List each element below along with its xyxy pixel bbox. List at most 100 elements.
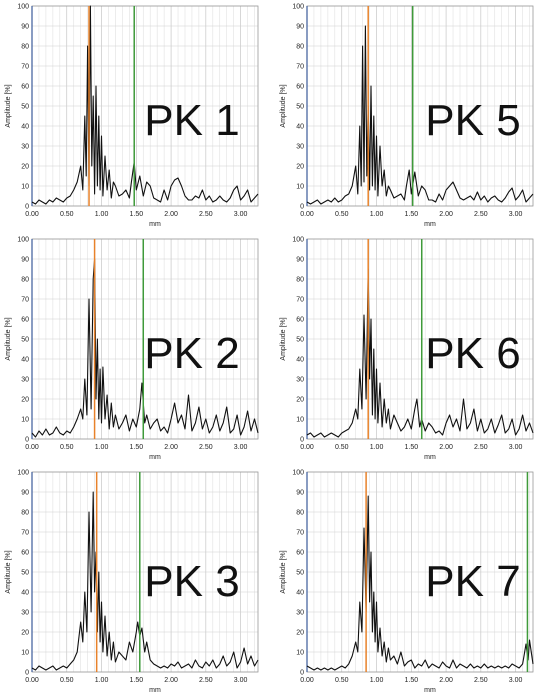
x-tick-label: 2.50 xyxy=(474,444,488,451)
y-tick-label: 0 xyxy=(25,670,29,677)
y-axis-label: Amplitude [%] xyxy=(280,550,287,593)
x-tick-label: 2.00 xyxy=(164,211,178,218)
y-tick-label: 50 xyxy=(21,337,29,344)
y-tick-label: 90 xyxy=(21,24,29,31)
y-tick-label: 40 xyxy=(21,590,29,597)
y-tick-label: 20 xyxy=(296,164,304,171)
x-tick-label: 3.00 xyxy=(509,677,523,684)
x-tick-label: 0.50 xyxy=(335,677,349,684)
y-tick-label: 20 xyxy=(21,630,29,637)
y-tick-label: 50 xyxy=(21,570,29,577)
y-tick-label: 10 xyxy=(21,417,29,424)
x-tick-label: 1.00 xyxy=(95,677,109,684)
y-tick-label: 70 xyxy=(296,530,304,537)
x-tick-label: 0.50 xyxy=(60,444,74,451)
chart-svg: 0 10 20 30 40 50 60 70 80 90 100 0.00 0.50 1.00 1.50 2.… xyxy=(5,237,259,461)
x-tick-label: 0.00 xyxy=(300,211,314,218)
y-tick-label: 0 xyxy=(25,437,29,444)
x-tick-label: 0.50 xyxy=(335,444,349,451)
x-tick-label: 0.50 xyxy=(60,677,74,684)
y-tick-label: 70 xyxy=(296,297,304,304)
y-tick-label: 20 xyxy=(296,630,304,637)
y-tick-label: 10 xyxy=(296,650,304,657)
x-axis-label: mm xyxy=(424,221,436,228)
panel-label: PK 2 xyxy=(144,329,239,378)
y-axis-label: Amplitude [%] xyxy=(280,84,287,127)
panel-label: PK 1 xyxy=(144,96,239,145)
y-tick-label: 50 xyxy=(296,337,304,344)
x-tick-label: 1.00 xyxy=(370,211,384,218)
y-tick-label: 30 xyxy=(21,377,29,384)
y-axis-label: Amplitude [%] xyxy=(280,317,287,360)
y-tick-label: 10 xyxy=(296,184,304,191)
panel-label: PK 3 xyxy=(144,557,239,606)
chart-panel-5: 0 10 20 30 40 50 60 70 80 90 100 0.00 0.50 1.00 1.50 2.… xyxy=(0,466,275,699)
y-tick-label: 20 xyxy=(21,164,29,171)
y-tick-label: 50 xyxy=(296,570,304,577)
series-line xyxy=(31,5,259,205)
y-tick-label: 80 xyxy=(296,44,304,51)
y-tick-label: 20 xyxy=(21,397,29,404)
y-axis-label: Amplitude [%] xyxy=(5,317,12,360)
y-tick-label: 40 xyxy=(21,124,29,131)
y-tick-label: 80 xyxy=(21,510,29,517)
y-tick-label: 40 xyxy=(296,590,304,597)
x-tick-label: 2.00 xyxy=(439,677,453,684)
y-tick-label: 90 xyxy=(296,490,304,497)
y-tick-label: 40 xyxy=(296,124,304,131)
y-tick-label: 50 xyxy=(296,104,304,111)
x-tick-label: 0.00 xyxy=(300,444,314,451)
x-tick-label: 3.00 xyxy=(234,211,248,218)
chart-panel-4: 0 10 20 30 40 50 60 70 80 90 100 0.00 0.50 1.00 1.50 2.… xyxy=(275,233,550,466)
series-line xyxy=(306,268,534,438)
panel-label: PK 5 xyxy=(425,96,520,145)
y-tick-label: 30 xyxy=(296,610,304,617)
y-tick-label: 30 xyxy=(21,144,29,151)
x-tick-label: 3.00 xyxy=(234,444,248,451)
y-tick-label: 80 xyxy=(296,277,304,284)
y-tick-label: 10 xyxy=(21,184,29,191)
x-tick-label: 0.50 xyxy=(335,211,349,218)
x-tick-label: 1.50 xyxy=(129,444,143,451)
y-tick-label: 80 xyxy=(21,44,29,51)
y-tick-label: 60 xyxy=(21,84,29,91)
x-axis-label: mm xyxy=(424,687,436,694)
x-tick-label: 1.50 xyxy=(404,444,418,451)
x-tick-label: 1.00 xyxy=(95,211,109,218)
chart-svg: 0 10 20 30 40 50 60 70 80 90 100 0.00 0.50 1.00 1.50 2.… xyxy=(280,4,534,228)
y-tick-label: 60 xyxy=(21,317,29,324)
y-tick-label: 100 xyxy=(292,4,304,11)
x-tick-label: 0.00 xyxy=(25,677,39,684)
series-line xyxy=(31,258,259,438)
y-tick-label: 10 xyxy=(21,650,29,657)
panel-label: PK 6 xyxy=(425,329,520,378)
x-tick-label: 1.50 xyxy=(129,211,143,218)
y-tick-label: 70 xyxy=(296,64,304,71)
x-tick-label: 1.50 xyxy=(404,211,418,218)
y-tick-label: 30 xyxy=(296,377,304,384)
chart-panel-1: 0 10 20 30 40 50 60 70 80 90 100 0.00 0.50 1.00 1.50 2.… xyxy=(0,0,275,233)
y-tick-label: 80 xyxy=(21,277,29,284)
y-tick-label: 0 xyxy=(300,670,304,677)
panel-label: PK 7 xyxy=(425,557,520,606)
y-tick-label: 40 xyxy=(21,357,29,364)
y-tick-label: 70 xyxy=(21,297,29,304)
x-tick-label: 2.50 xyxy=(474,677,488,684)
y-tick-label: 60 xyxy=(296,550,304,557)
x-tick-label: 2.50 xyxy=(199,211,213,218)
x-tick-label: 3.00 xyxy=(509,444,523,451)
y-axis-label: Amplitude [%] xyxy=(5,550,12,593)
y-tick-label: 60 xyxy=(21,550,29,557)
y-tick-label: 100 xyxy=(292,237,304,244)
x-tick-label: 0.50 xyxy=(60,211,74,218)
y-tick-label: 90 xyxy=(21,490,29,497)
y-tick-label: 20 xyxy=(296,397,304,404)
y-tick-label: 0 xyxy=(300,204,304,211)
x-axis-label: mm xyxy=(149,221,161,228)
x-tick-label: 1.00 xyxy=(95,444,109,451)
x-tick-label: 0.00 xyxy=(25,211,39,218)
x-tick-label: 1.00 xyxy=(370,444,384,451)
y-tick-label: 100 xyxy=(17,237,29,244)
x-tick-label: 3.00 xyxy=(234,677,248,684)
